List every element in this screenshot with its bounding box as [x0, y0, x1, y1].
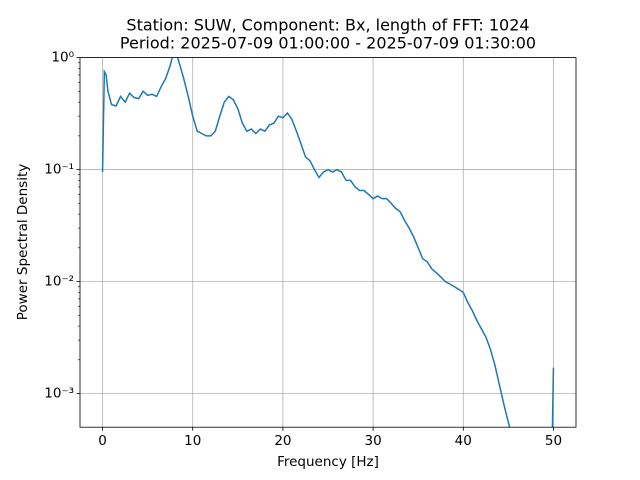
- y-tick-label: 10⁻¹: [44, 162, 74, 178]
- x-tick-label: 0: [98, 433, 107, 449]
- y-tick-label: 10⁻³: [44, 385, 74, 401]
- y-tick-label: 10⁰: [51, 50, 74, 66]
- x-tick-label: 30: [364, 433, 381, 449]
- y-tick-label: 10⁻²: [44, 274, 74, 290]
- x-tick-label: 20: [274, 433, 291, 449]
- data-line: [101, 57, 555, 428]
- x-axis-label: Frequency [Hz]: [277, 454, 379, 470]
- plot-frame: [79, 57, 577, 428]
- x-tick-label: 40: [455, 433, 472, 449]
- x-tick-label: 10: [184, 433, 201, 449]
- y-axis-label: Power Spectral Density: [15, 164, 31, 320]
- chart-title: Period: 2025-07-09 01:00:00 - 2025-07-09…: [120, 34, 536, 53]
- chart-title: Station: SUW, Component: Bx, length of F…: [126, 16, 529, 35]
- x-tick-label: 50: [545, 433, 562, 449]
